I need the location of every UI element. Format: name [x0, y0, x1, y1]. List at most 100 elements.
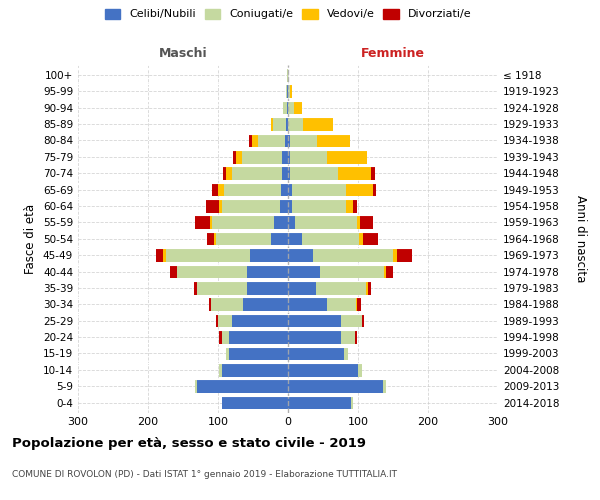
- Y-axis label: Anni di nascita: Anni di nascita: [574, 195, 587, 282]
- Bar: [283, 101, 287, 114]
- Bar: [292, 183, 346, 196]
- Bar: [351, 396, 353, 409]
- Bar: [223, 166, 226, 180]
- Bar: [288, 380, 383, 393]
- Bar: [195, 216, 210, 229]
- Bar: [195, 380, 197, 393]
- Text: Popolazione per età, sesso e stato civile - 2019: Popolazione per età, sesso e stato civil…: [12, 438, 366, 450]
- Bar: [326, 150, 367, 164]
- Bar: [344, 347, 347, 360]
- Bar: [220, 363, 221, 376]
- Bar: [288, 314, 341, 328]
- Bar: [326, 298, 356, 311]
- Y-axis label: Fasce di età: Fasce di età: [25, 204, 37, 274]
- Bar: [363, 232, 379, 245]
- Bar: [197, 380, 288, 393]
- Bar: [288, 183, 292, 196]
- Bar: [338, 166, 371, 180]
- Bar: [281, 183, 288, 196]
- Bar: [229, 330, 288, 344]
- Bar: [295, 216, 356, 229]
- Bar: [288, 150, 290, 164]
- Bar: [346, 183, 373, 196]
- Bar: [355, 330, 356, 344]
- Bar: [317, 134, 350, 147]
- Text: COMUNE DI ROVOLON (PD) - Dati ISTAT 1° gennaio 2019 - Elaborazione TUTTITALIA.IT: COMUNE DI ROVOLON (PD) - Dati ISTAT 1° g…: [12, 470, 397, 479]
- Bar: [368, 281, 371, 294]
- Bar: [320, 265, 384, 278]
- Bar: [220, 330, 221, 344]
- Bar: [170, 265, 178, 278]
- Bar: [249, 134, 252, 147]
- Bar: [216, 314, 218, 328]
- Bar: [290, 166, 338, 180]
- Bar: [280, 199, 288, 212]
- Bar: [211, 298, 242, 311]
- Bar: [247, 281, 288, 294]
- Bar: [288, 396, 351, 409]
- Bar: [224, 183, 281, 196]
- Bar: [316, 281, 367, 294]
- Bar: [157, 248, 163, 262]
- Bar: [288, 134, 290, 147]
- Bar: [218, 314, 232, 328]
- Bar: [274, 216, 288, 229]
- Bar: [273, 118, 286, 130]
- Bar: [207, 232, 214, 245]
- Bar: [218, 183, 224, 196]
- Bar: [288, 347, 344, 360]
- Bar: [288, 84, 290, 98]
- Bar: [287, 101, 288, 114]
- Bar: [212, 216, 274, 229]
- Bar: [212, 183, 218, 196]
- Bar: [252, 134, 258, 147]
- Bar: [288, 101, 293, 114]
- Bar: [288, 232, 302, 245]
- Bar: [284, 134, 288, 147]
- Bar: [283, 150, 288, 164]
- Bar: [361, 314, 364, 328]
- Bar: [209, 298, 211, 311]
- Bar: [214, 232, 216, 245]
- Bar: [383, 380, 386, 393]
- Bar: [367, 281, 368, 294]
- Bar: [288, 298, 326, 311]
- Bar: [250, 248, 288, 262]
- Bar: [373, 183, 376, 196]
- Bar: [371, 166, 375, 180]
- Bar: [288, 248, 313, 262]
- Bar: [218, 199, 222, 212]
- Bar: [193, 281, 197, 294]
- Bar: [292, 199, 346, 212]
- Bar: [226, 166, 232, 180]
- Bar: [356, 298, 358, 311]
- Bar: [356, 216, 360, 229]
- Bar: [236, 150, 242, 164]
- Bar: [216, 232, 271, 245]
- Bar: [222, 199, 280, 212]
- Bar: [197, 281, 247, 294]
- Text: Femmine: Femmine: [361, 47, 425, 60]
- Bar: [288, 216, 295, 229]
- Bar: [359, 232, 363, 245]
- Bar: [288, 265, 320, 278]
- Bar: [341, 314, 361, 328]
- Bar: [302, 232, 359, 245]
- Bar: [358, 363, 361, 376]
- Bar: [233, 150, 236, 164]
- Bar: [287, 84, 288, 98]
- Bar: [313, 248, 393, 262]
- Bar: [283, 166, 288, 180]
- Bar: [358, 298, 361, 311]
- Bar: [386, 265, 393, 278]
- Bar: [288, 330, 341, 344]
- Bar: [232, 314, 288, 328]
- Bar: [221, 396, 288, 409]
- Bar: [229, 347, 288, 360]
- Bar: [288, 363, 358, 376]
- Text: Maschi: Maschi: [158, 47, 208, 60]
- Bar: [288, 118, 304, 130]
- Bar: [226, 347, 229, 360]
- Bar: [210, 216, 212, 229]
- Bar: [247, 265, 288, 278]
